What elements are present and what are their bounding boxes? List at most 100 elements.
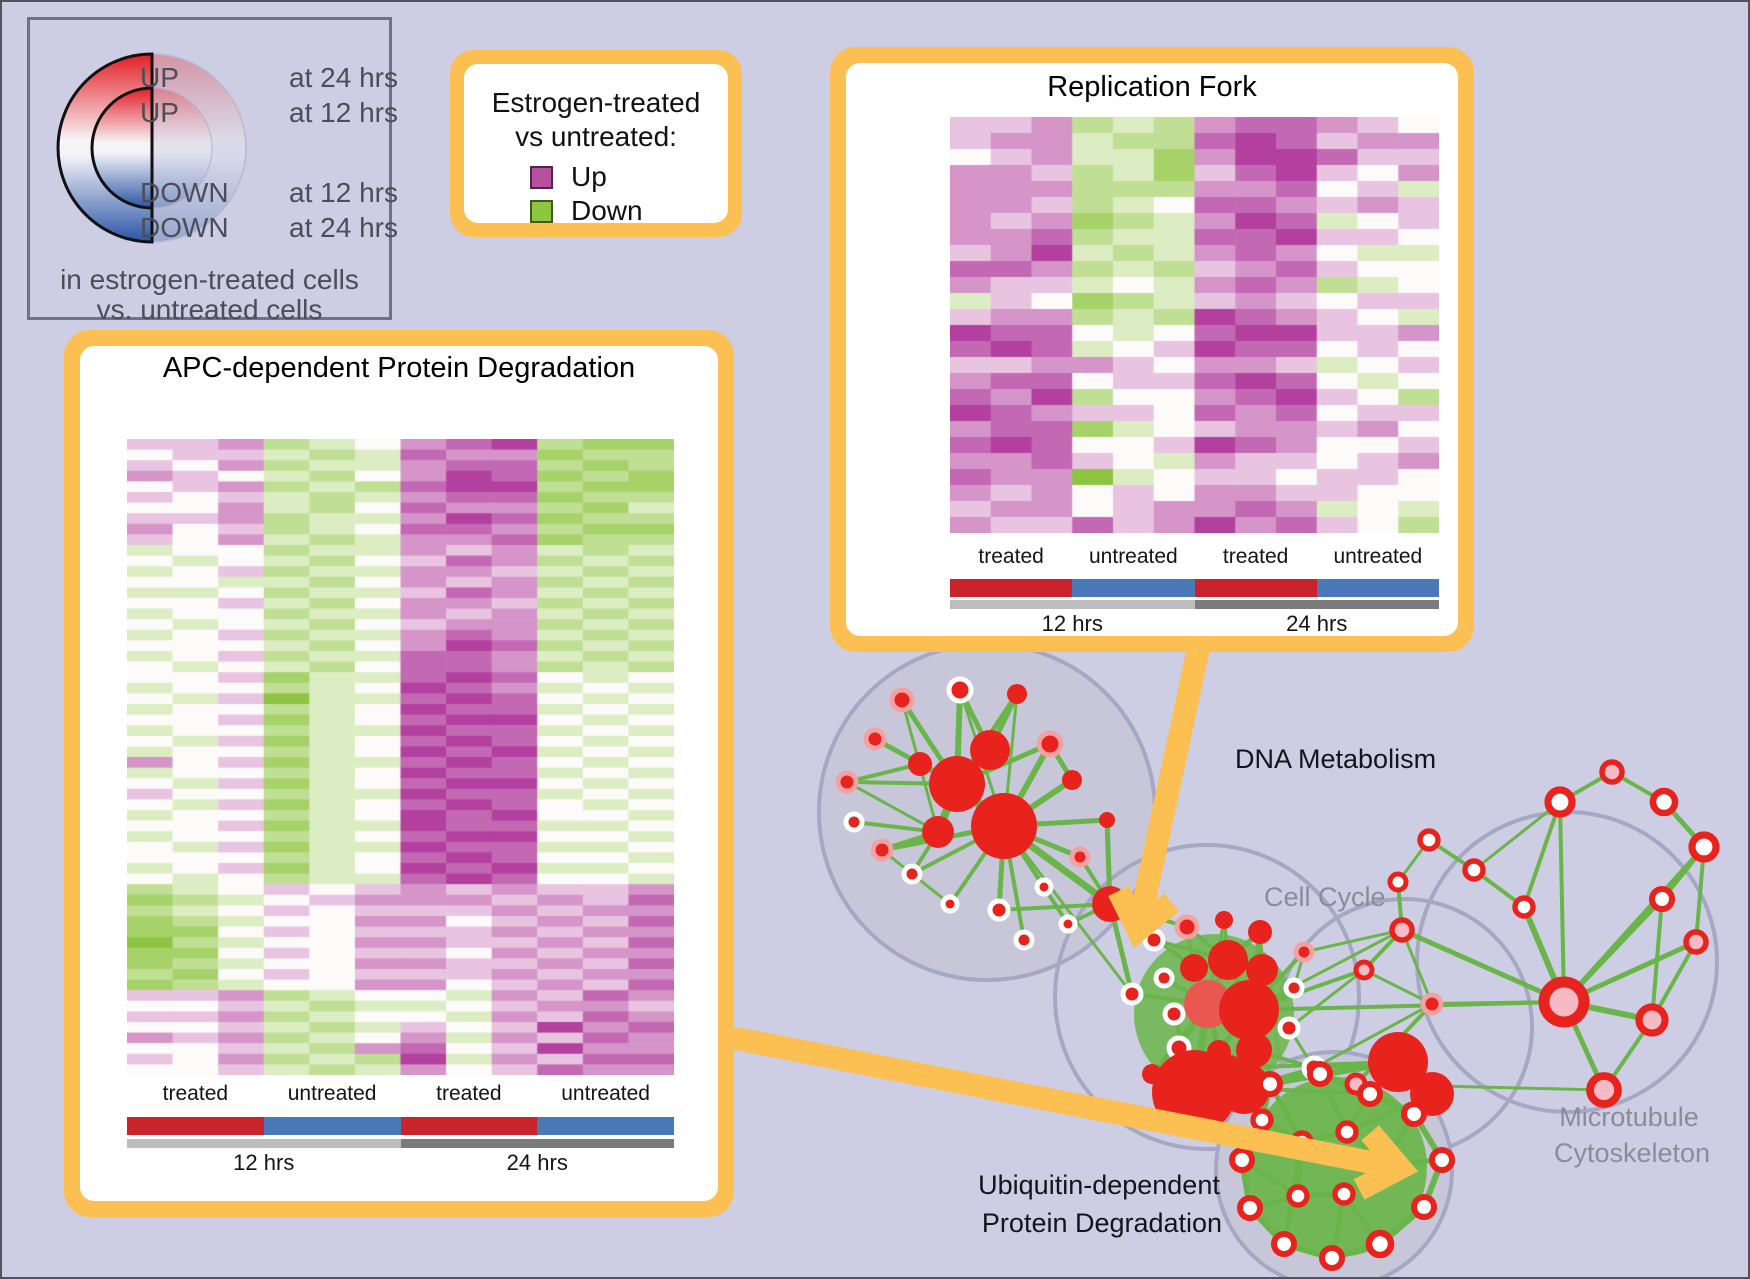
treated-bar-segment [1194, 579, 1317, 597]
flow-arrow-shaft [730, 1026, 1389, 1177]
treatment-group-label: untreated [1333, 545, 1423, 568]
network-edge [1400, 929, 1434, 1005]
network-node-m8 [1683, 929, 1709, 955]
network-node-u4 [1429, 1147, 1455, 1173]
color-legend-title: Estrogen-treated vs untreated: [464, 86, 728, 154]
network-node-m3 [1688, 831, 1720, 863]
treatment-bar-rf [950, 579, 1439, 597]
network-node-m2 [1649, 787, 1679, 817]
treatment-group-label: untreated [1089, 545, 1178, 568]
network-node-m4 [1649, 886, 1675, 912]
cluster-label-protein-degradation: Protein Degradation [981, 1208, 1223, 1238]
treated-bar-segment [400, 1117, 538, 1135]
network-node-d17 [922, 816, 954, 848]
overview-row-3: DOWN at 12 hrs [140, 177, 398, 209]
treated-bar-segment [127, 1117, 264, 1135]
network-node-u10 [1229, 1147, 1255, 1173]
network-node-c16 [1142, 1064, 1162, 1084]
cluster-circle-cell-cycle [1053, 843, 1361, 1151]
network-node-d2 [1007, 684, 1027, 704]
network-edge [1363, 968, 1433, 1006]
timepoint-bar-segment [1194, 600, 1439, 609]
heatmap-panel-replication-fork: Replication Fork treated untreated treated… [830, 47, 1474, 652]
network-node-d9 [940, 894, 960, 914]
flow-arrowhead-icon [1108, 885, 1180, 949]
heatmap-rf-canvas [950, 117, 1439, 533]
color-legend-title-line2: vs untreated: [515, 121, 677, 152]
time-label: at 12 hrs [289, 97, 398, 128]
overview-legend-box: UP at 24 hrs UP at 12 hrs DOWN at 12 hrs DOWN a… [27, 17, 398, 325]
cluster-label-cell-cycle: Cell Cycle [1264, 882, 1386, 912]
network-node-c23 [1217, 1055, 1243, 1081]
network-node-d11 [1034, 877, 1054, 897]
network-node-m0 [1544, 786, 1576, 818]
overview-footer-line2: vs. untreated cells [96, 294, 323, 325]
network-edge [1473, 800, 1561, 872]
network-node-m10 [1462, 858, 1486, 882]
overview-row-4: DOWN at 24 hrs [140, 212, 398, 244]
timepoint-bar-segment [400, 1139, 674, 1148]
time-bar-rf [950, 600, 1439, 609]
network-edge [1303, 928, 1403, 954]
color-legend-items: Up Down [530, 160, 643, 228]
color-legend-box: Estrogen-treated vs untreated: Up Down [450, 50, 742, 237]
network-node-c8 [1162, 1002, 1186, 1026]
network-node-u1 [1307, 1061, 1333, 1087]
legend-item-down: Down [530, 194, 643, 228]
panel-title-replication-fork: Replication Fork [1047, 71, 1257, 103]
network-node-m13 [1389, 917, 1415, 943]
untreated-bar-segment [537, 1117, 674, 1135]
overview-footer-line1: in estrogen-treated cells [60, 264, 359, 295]
network-node-u6 [1365, 1229, 1395, 1259]
network-node-m7 [1586, 1072, 1622, 1108]
network-node-m15 [1420, 992, 1444, 1016]
time-label: at 12 hrs [289, 177, 398, 208]
network-node-d4 [863, 727, 887, 751]
network-node-u0 [1257, 1071, 1283, 1097]
network-node-d8 [901, 863, 923, 885]
network-node-u9 [1237, 1195, 1263, 1221]
timepoint-label: 12 hrs [233, 1150, 295, 1175]
network-node-u2 [1357, 1081, 1383, 1107]
network-node-c17 [1277, 1016, 1301, 1040]
network-node-b0 [1368, 1032, 1428, 1092]
network-node-u11 [1250, 1108, 1274, 1132]
network-node-d22 [1058, 914, 1078, 934]
network-node-d5 [835, 770, 859, 794]
direction-label: UP [140, 62, 179, 93]
heatmap-apc-canvas [127, 439, 674, 1075]
direction-label: UP [140, 97, 179, 128]
network-node-c10 [1219, 980, 1279, 1040]
up-swatch-icon [530, 165, 553, 189]
treatment-labels-rf: treated untreated treated untreated [950, 545, 1439, 573]
network-node-u3 [1401, 1101, 1427, 1127]
down-swatch-icon [530, 199, 553, 223]
treatment-bar-apc [127, 1117, 674, 1135]
network-node-d12 [1069, 846, 1091, 868]
color-legend-title-line1: Estrogen-treated [491, 87, 701, 118]
network-node-c3 [1248, 920, 1272, 944]
network-node-m1 [1599, 759, 1625, 785]
treatment-group-label: untreated [561, 1082, 650, 1105]
network-edge [1313, 1002, 1433, 1070]
network-node-d1 [946, 676, 974, 704]
cluster-label-cytoskeleton: Cytoskeleton [1553, 1138, 1711, 1168]
network-node-c21 [1120, 982, 1144, 1006]
gradient-circle-icon [56, 52, 247, 244]
network-edge [1694, 846, 1706, 943]
overview-row-2: UP at 12 hrs [140, 97, 398, 129]
network-node-c6 [1208, 940, 1248, 980]
network-node-u8 [1271, 1231, 1297, 1257]
network-node-c7 [1246, 954, 1278, 986]
treatment-group-label: treated [1222, 545, 1289, 568]
time-labels-rf: 12 hrs 24 hrs [950, 611, 1439, 641]
network-node-u5 [1411, 1194, 1437, 1220]
network-edge [1558, 801, 1566, 1003]
network-node-m14 [1353, 959, 1375, 981]
timepoint-label: 12 hrs [1041, 611, 1103, 636]
network-node-d19 [908, 752, 932, 776]
network-node-d21 [1013, 929, 1035, 951]
network-edge [1400, 927, 1566, 1005]
treatment-labels-apc: treated untreated treated untreated [127, 1082, 674, 1110]
network-node-m5 [1538, 976, 1590, 1028]
